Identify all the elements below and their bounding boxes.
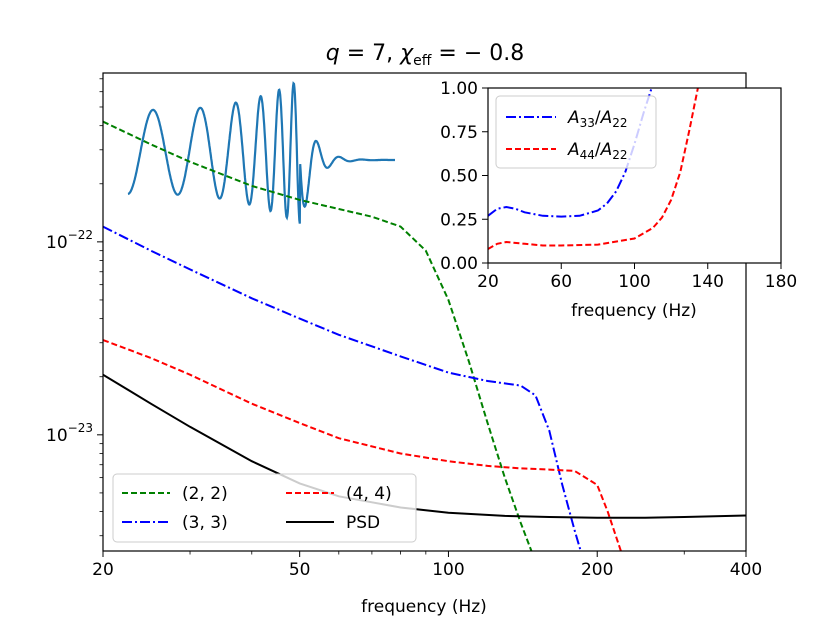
inset-x-tick-label: 60 xyxy=(550,272,572,292)
waveform-line xyxy=(127,81,395,224)
series-line-2-2 xyxy=(103,120,533,551)
inset-y-tick-label: 0.00 xyxy=(440,254,478,274)
main-series-group xyxy=(103,120,746,551)
main-legend: (2, 2) (3, 3) (4, 4) PSD xyxy=(112,473,417,543)
inset-x-tick-label: 180 xyxy=(765,272,797,292)
waveform-illustration xyxy=(127,81,395,224)
inset-legend-label-33: A33/A22 xyxy=(567,108,628,130)
inset-x-tick-label: 140 xyxy=(692,272,724,292)
x-tick-label: 50 xyxy=(289,560,311,580)
inset-y-tick-label: 0.50 xyxy=(440,167,478,187)
series-line-4-4 xyxy=(103,339,622,551)
inset-legend: A33/A22 A44/A22 xyxy=(495,95,657,169)
main-legend-frame xyxy=(112,473,417,543)
inset-plot: 20 60 100 140 180 0.00 0.25 0.50 0.75 1.00 frequ… xyxy=(440,79,797,321)
series-line-3-3 xyxy=(103,225,582,551)
inset-y-ticks: 0.00 0.25 0.50 0.75 1.00 xyxy=(440,79,488,274)
main-y-ticks: 10−22 10−23 xyxy=(46,78,103,537)
inset-series-line-a44-a22 xyxy=(488,88,699,250)
chart-title: q = 7, χeff = − 0.8 xyxy=(326,41,525,69)
y-tick-label: 10−22 xyxy=(46,228,93,253)
legend-label-44: (4, 4) xyxy=(346,484,392,504)
inset-x-ticks: 20 60 100 140 180 xyxy=(477,263,797,292)
inset-legend-label-44: A44/A22 xyxy=(567,140,628,162)
main-axes-frame xyxy=(102,72,747,552)
x-tick-label: 20 xyxy=(92,560,114,580)
legend-label-22: (2, 2) xyxy=(182,484,228,504)
main-x-ticks: 20 50 100 200 400 xyxy=(92,551,762,580)
legend-label-33: (3, 3) xyxy=(182,513,228,533)
x-tick-label: 200 xyxy=(581,560,613,580)
inset-y-tick-label: 0.25 xyxy=(440,210,478,230)
main-x-axis-label: frequency (Hz) xyxy=(361,597,487,617)
inset-x-axis-label: frequency (Hz) xyxy=(571,301,697,321)
inset-y-tick-label: 0.75 xyxy=(440,123,478,143)
x-tick-label: 100 xyxy=(432,560,464,580)
legend-label-psd: PSD xyxy=(346,513,380,533)
series-line-psd xyxy=(103,373,746,519)
x-tick-label: 400 xyxy=(730,560,762,580)
inset-x-tick-label: 20 xyxy=(477,272,499,292)
inset-y-tick-label: 1.00 xyxy=(440,79,478,99)
inset-x-tick-label: 100 xyxy=(618,272,650,292)
y-tick-label: 10−23 xyxy=(46,421,93,446)
